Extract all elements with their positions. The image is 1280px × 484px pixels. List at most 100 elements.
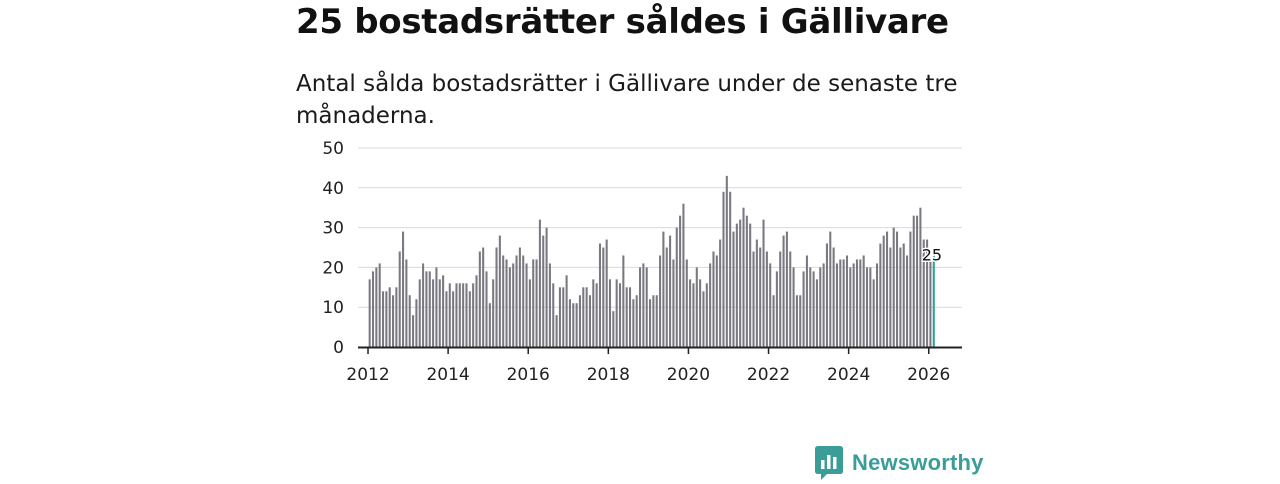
- bar: [912, 215, 915, 347]
- bar: [675, 227, 678, 347]
- bar: [879, 243, 882, 347]
- bar: [612, 311, 615, 347]
- bar: [829, 231, 832, 347]
- bar: [635, 295, 638, 347]
- bar: [789, 251, 792, 347]
- bar: [628, 287, 632, 347]
- bar: [535, 259, 538, 347]
- y-tick-label: 10: [322, 298, 344, 318]
- bar: [732, 231, 735, 347]
- x-tick-label: 2022: [747, 365, 790, 385]
- bar: [695, 267, 698, 347]
- x-tick-label: 2016: [507, 365, 550, 385]
- bar: [722, 191, 725, 347]
- bar: [588, 295, 592, 347]
- bar: [378, 263, 381, 347]
- bar: [792, 267, 795, 347]
- bar: [926, 239, 929, 347]
- bar: [799, 295, 802, 347]
- x-tick-label: 2020: [667, 365, 710, 385]
- bar: [872, 279, 875, 347]
- bar: [415, 299, 418, 347]
- bar: [642, 263, 645, 347]
- bar: [715, 255, 718, 347]
- bar: [578, 295, 581, 347]
- x-tick-label: 2026: [907, 365, 950, 385]
- bar: [542, 235, 545, 347]
- bar: [655, 295, 658, 347]
- bar: [662, 231, 665, 347]
- bar: [762, 219, 765, 347]
- bar: [815, 279, 818, 347]
- bar: [685, 259, 688, 347]
- bar: [679, 215, 682, 347]
- bar: [845, 255, 849, 347]
- bar: [862, 255, 865, 347]
- bar: [772, 295, 775, 347]
- bar: [882, 235, 885, 347]
- data-label-latest: 25: [922, 246, 942, 265]
- bar: [458, 283, 461, 347]
- bar: [575, 303, 578, 347]
- bar: [752, 251, 755, 347]
- bar: [598, 243, 602, 347]
- bar: [719, 239, 722, 347]
- bar: [795, 295, 798, 347]
- page-title: 25 bostadsrätter såldes i Gällivare: [296, 2, 949, 42]
- bar: [672, 259, 675, 347]
- bar: [742, 207, 745, 347]
- bar: [495, 247, 498, 347]
- bar: [885, 231, 889, 347]
- x-tick-label: 2018: [587, 365, 630, 385]
- bar: [896, 231, 899, 347]
- bar: [445, 291, 448, 347]
- bar: [488, 303, 491, 347]
- bar: [618, 283, 622, 347]
- bar: [385, 291, 388, 347]
- bar: [435, 267, 438, 347]
- y-tick-label: 50: [322, 139, 344, 159]
- y-tick-label: 20: [322, 258, 344, 278]
- bar: [482, 247, 485, 347]
- x-tick-label: 2024: [827, 365, 870, 385]
- bar: [608, 279, 612, 347]
- bar: [375, 267, 378, 347]
- bar: [892, 227, 895, 347]
- bar: [735, 223, 738, 347]
- bar: [518, 247, 521, 347]
- bar: [745, 215, 748, 347]
- bar: [568, 299, 571, 347]
- bar: [649, 299, 652, 347]
- bar: [755, 239, 758, 347]
- bar: [392, 295, 395, 347]
- bar: [595, 283, 598, 347]
- bar: [468, 291, 471, 347]
- bar: [682, 203, 685, 347]
- bar: [395, 287, 398, 347]
- bar: [402, 231, 405, 347]
- bar: [849, 267, 852, 347]
- bar: [438, 279, 441, 347]
- x-tick-label: 2012: [346, 365, 389, 385]
- bar: [669, 235, 672, 347]
- bar: [922, 239, 925, 347]
- bar: [428, 271, 431, 347]
- bar: [492, 279, 495, 347]
- bar: [368, 279, 371, 347]
- bar: [645, 267, 648, 347]
- bar: [725, 175, 728, 347]
- bar: [765, 251, 768, 347]
- bar: [448, 283, 451, 347]
- bar: [432, 279, 435, 347]
- bar: [902, 243, 905, 347]
- bar: [802, 271, 805, 347]
- bar: [779, 251, 782, 347]
- bar: [562, 287, 565, 347]
- bar: [785, 231, 788, 347]
- bar: [705, 283, 708, 347]
- bar: [916, 215, 919, 347]
- bar: [839, 259, 842, 347]
- bar: [475, 275, 478, 347]
- y-tick-label: 40: [322, 179, 344, 199]
